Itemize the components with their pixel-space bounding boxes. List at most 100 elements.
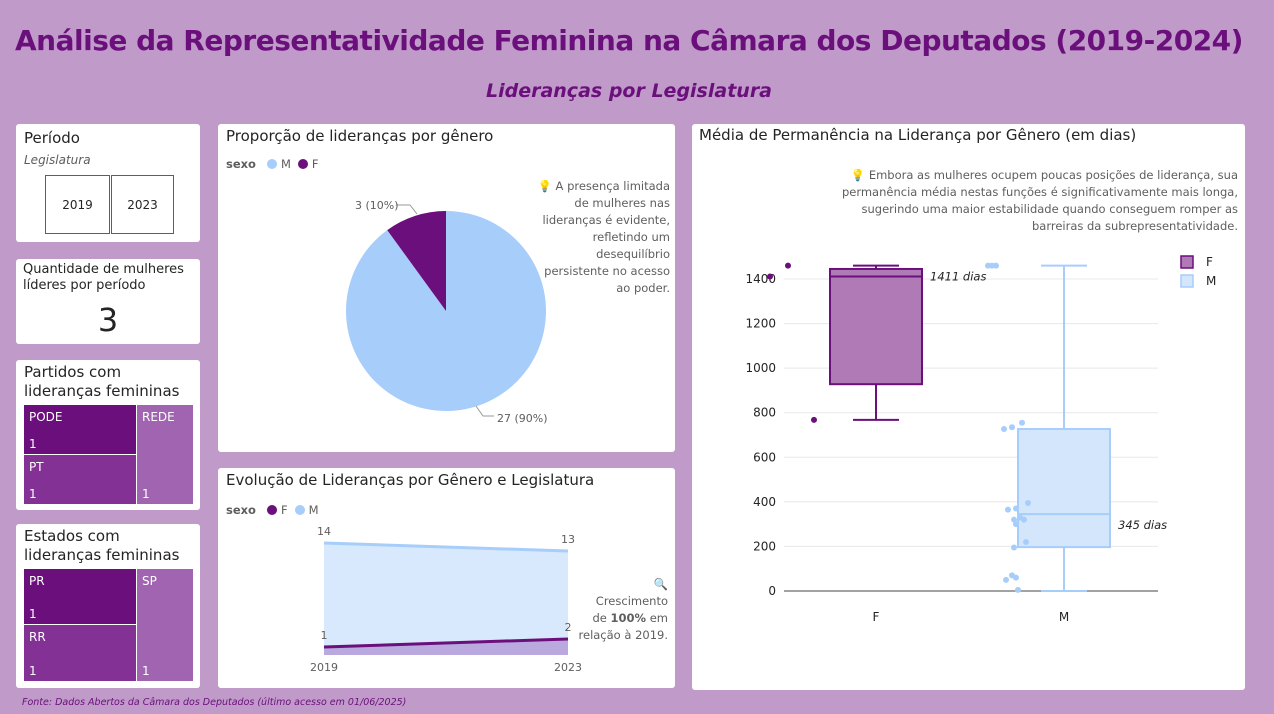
treemap-tile-pr[interactable]: PR 1 xyxy=(24,569,136,624)
y-tick-label: 200 xyxy=(753,539,776,553)
estados-title: Estados com lideranças femininas xyxy=(24,527,180,564)
legend-dot-f xyxy=(266,505,277,515)
legend-title: sexo xyxy=(226,157,256,171)
estados-treemap-card: Estados com lideranças femininas PR 1 RR… xyxy=(16,524,200,688)
periodo-slicer-title: Período xyxy=(24,129,80,147)
treemap-tile-rede[interactable]: REDE 1 xyxy=(137,405,193,504)
area-chart-card: Evolução de Lideranças por Gênero e Legi… xyxy=(218,468,675,688)
legend-label-m: M xyxy=(1206,274,1216,288)
periodo-slicer-card: Período Legislatura 2019 2023 xyxy=(16,124,200,242)
y-tick-label: 1000 xyxy=(745,361,776,375)
box-point xyxy=(1023,538,1029,545)
box-point xyxy=(767,273,773,280)
box-point xyxy=(1011,544,1017,551)
box-point xyxy=(1001,425,1007,432)
legend-dot-m xyxy=(266,159,277,169)
partidos-treemap-card: Partidos com lideranças femininas PODE 1… xyxy=(16,360,200,510)
tile-label: RR xyxy=(29,630,46,644)
pie-legend: sexo M F xyxy=(226,157,319,171)
area-x-tick: 2019 xyxy=(310,661,338,674)
tile-label: PR xyxy=(29,574,45,588)
treemap-tile-pode[interactable]: PODE 1 xyxy=(24,405,136,454)
treemap-tile-pt[interactable]: PT 1 xyxy=(24,455,136,504)
box-point xyxy=(1005,506,1011,513)
box-iqr-f xyxy=(829,267,923,386)
tile-value: 1 xyxy=(142,664,150,678)
tile-label: PODE xyxy=(29,410,63,424)
area-x-tick: 2023 xyxy=(554,661,582,674)
area-line-f xyxy=(323,637,569,649)
legend-dot-m xyxy=(294,505,305,515)
tile-value: 1 xyxy=(142,487,150,501)
box-value-label: 345 dias xyxy=(1118,518,1167,532)
legend-label-m[interactable]: M xyxy=(280,157,291,171)
kpi-value: 3 xyxy=(97,301,119,339)
area-data-label-m: 13 xyxy=(561,533,575,546)
y-tick-label: 800 xyxy=(753,406,776,420)
legend-label-f[interactable]: F xyxy=(311,157,319,171)
pie-slice-f[interactable] xyxy=(387,211,446,311)
y-tick-label: 600 xyxy=(753,450,776,464)
box-point xyxy=(993,262,999,269)
box-point xyxy=(1021,516,1027,523)
dashboard-subtitle: Lideranças por Legislatura xyxy=(485,80,773,102)
box-point xyxy=(1013,521,1019,528)
tile-value: 1 xyxy=(29,607,37,621)
area-data-label-f: 2 xyxy=(565,621,572,634)
box-point xyxy=(811,416,817,423)
pie-chart-card: Proporção de lideranças por gênero sexo … xyxy=(218,124,675,452)
area-note-suffix: em relação à 2019. xyxy=(578,611,668,642)
y-tick-label: 0 xyxy=(768,584,776,598)
legend-label-f[interactable]: F xyxy=(280,503,288,517)
box-iqr-m xyxy=(1017,427,1111,549)
pie-chart-title: Proporção de lideranças por gênero xyxy=(226,127,494,145)
area-line-m xyxy=(323,541,569,553)
pie-leader-m xyxy=(475,405,494,417)
area-note-prefix: 🔍 Crescimento de xyxy=(592,577,669,625)
partidos-title: Partidos com lideranças femininas xyxy=(24,363,180,400)
y-tick-label: 400 xyxy=(753,495,776,509)
x-tick-label: M xyxy=(1059,610,1069,624)
area-chart-title: Evolução de Lideranças por Gênero e Legi… xyxy=(226,471,595,489)
tile-value: 1 xyxy=(29,664,37,678)
pie-note: 💡 A presença limitada de mulheres nas li… xyxy=(537,179,670,295)
treemap-tile-sp[interactable]: SP 1 xyxy=(137,569,193,681)
tile-label: REDE xyxy=(142,410,175,424)
area-fill-f xyxy=(324,639,568,655)
legend-swatch-m xyxy=(1180,274,1194,288)
periodo-option-2023[interactable]: 2023 xyxy=(111,175,174,234)
legend-swatch-f xyxy=(1180,255,1194,269)
area-legend: sexo F M xyxy=(226,503,319,517)
area-data-label-m: 14 xyxy=(317,525,331,538)
boxplot-card: Média de Permanência na Liderança por Gê… xyxy=(692,124,1245,690)
tile-label: SP xyxy=(142,574,157,588)
box-point xyxy=(1009,424,1015,431)
box-value-label: 1411 dias xyxy=(930,270,986,284)
pie-chart[interactable]: 3 (10%) 27 (90%) xyxy=(218,124,675,452)
pie-label-f: 3 (10%) xyxy=(355,199,399,212)
kpi-card: Quantidade de mulheres líderes por perío… xyxy=(16,259,200,344)
pie-label-m: 27 (90%) xyxy=(497,412,548,425)
tile-label: PT xyxy=(29,460,44,474)
treemap-tile-rr[interactable]: RR 1 xyxy=(24,625,136,681)
tile-value: 1 xyxy=(29,487,37,501)
box-point xyxy=(1015,586,1021,593)
dashboard-title: Análise da Representatividade Feminina n… xyxy=(15,24,1243,57)
legend-dot-f xyxy=(297,159,308,169)
boxplot-note: 💡 Embora as mulheres ocupem poucas posiç… xyxy=(841,168,1238,233)
source-footer: Fonte: Dados Abertos da Câmara dos Deput… xyxy=(22,697,407,708)
kpi-title: Quantidade de mulheres líderes por perío… xyxy=(23,262,184,293)
box-point xyxy=(1019,419,1025,426)
periodo-slicer-field: Legislatura xyxy=(24,153,91,167)
area-data-label-f: 1 xyxy=(321,629,328,642)
pie-leader-f xyxy=(396,204,418,215)
x-tick-label: F xyxy=(873,610,880,624)
tile-value: 1 xyxy=(29,437,37,451)
legend-label-m[interactable]: M xyxy=(308,503,319,517)
legend-label-f: F xyxy=(1206,255,1213,269)
periodo-option-2019[interactable]: 2019 xyxy=(45,175,110,234)
legend-title: sexo xyxy=(226,503,256,517)
box-point xyxy=(1013,574,1019,581)
